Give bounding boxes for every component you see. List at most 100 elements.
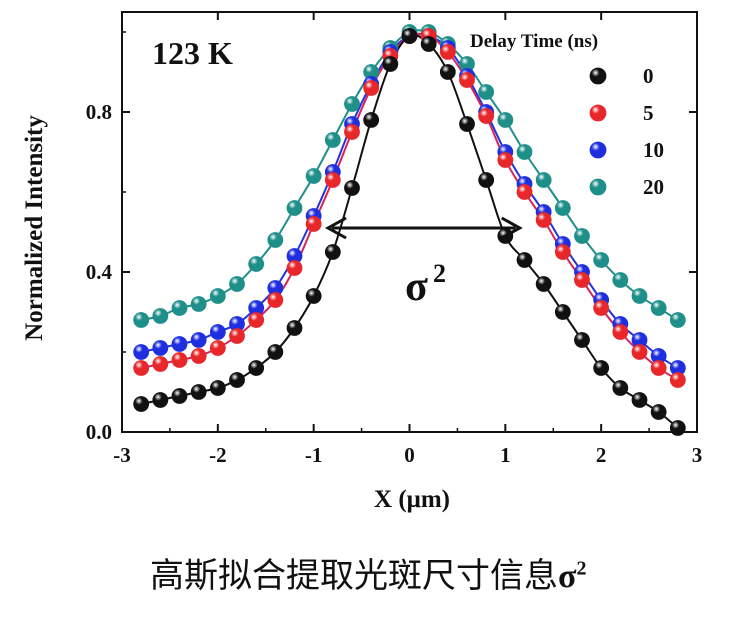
data-point-5 — [344, 124, 360, 140]
sigma-symbol: σ — [405, 264, 428, 310]
data-point-20 — [574, 228, 590, 244]
axes: -3 -2 -1 0 1 2 3 0.0 0.4 0.8 — [86, 12, 702, 467]
data-point-5 — [229, 328, 245, 344]
x-tick-label: 1 — [500, 443, 511, 467]
data-point-20 — [305, 168, 322, 184]
data-point-20 — [631, 288, 648, 304]
data-points — [133, 24, 686, 436]
data-point-20 — [593, 252, 610, 268]
data-point-5 — [574, 272, 590, 288]
data-point-0 — [459, 116, 475, 132]
data-point-5 — [593, 300, 610, 316]
data-point-20 — [190, 296, 207, 312]
data-point-20 — [152, 308, 169, 324]
data-point-5 — [305, 216, 322, 232]
data-point-0 — [554, 304, 571, 320]
data-point-20 — [497, 112, 514, 128]
data-point-5 — [516, 184, 533, 200]
data-point-5 — [650, 360, 667, 376]
legend-marker-20 — [589, 178, 607, 196]
data-point-20 — [267, 232, 284, 248]
data-point-20 — [324, 132, 341, 148]
data-point-5 — [286, 260, 303, 276]
caption: 高斯拟合提取光斑尺寸信息σ2 — [150, 548, 587, 597]
data-point-20 — [171, 300, 188, 316]
data-point-5 — [631, 344, 648, 360]
data-point-5 — [324, 172, 341, 188]
legend: Delay Time (ns) 0 5 10 20 — [470, 31, 664, 199]
data-point-20 — [612, 272, 629, 288]
data-point-5 — [248, 312, 265, 328]
data-point-10 — [133, 344, 150, 360]
data-point-0 — [229, 372, 245, 388]
caption-superscript: 2 — [576, 557, 587, 580]
data-point-0 — [535, 276, 552, 292]
data-point-5 — [190, 348, 207, 364]
data-point-0 — [439, 64, 456, 80]
data-point-20 — [229, 276, 245, 292]
y-axis-title: Normalized Intensity — [21, 115, 48, 341]
plot-area — [121, 11, 698, 433]
data-point-10 — [171, 336, 188, 352]
legend-label-20: 20 — [643, 175, 664, 199]
y-tick-label: 0.0 — [86, 420, 112, 444]
data-point-0 — [209, 380, 226, 396]
data-point-5 — [267, 292, 284, 308]
temperature-label: 123 K — [152, 35, 233, 71]
legend-marker-5 — [589, 104, 607, 122]
data-point-0 — [133, 396, 150, 412]
caption-symbol: σ — [558, 558, 577, 595]
legend-marker-10 — [589, 141, 607, 159]
plot-frame — [121, 11, 698, 433]
data-point-0 — [669, 420, 686, 436]
legend-label-0: 0 — [643, 64, 654, 88]
data-point-20 — [535, 172, 552, 188]
data-point-20 — [209, 288, 226, 304]
data-point-10 — [190, 332, 207, 348]
data-point-0 — [171, 388, 188, 404]
data-point-0 — [344, 180, 360, 196]
y-tick-label: 0.4 — [86, 260, 113, 284]
data-point-0 — [574, 332, 590, 348]
data-point-5 — [209, 340, 226, 356]
x-tick-label: 2 — [596, 443, 607, 467]
data-point-20 — [248, 256, 265, 272]
data-point-5 — [478, 108, 495, 124]
x-tick-label: 0 — [404, 443, 415, 467]
data-point-20 — [133, 312, 150, 328]
caption-text: 高斯拟合提取光斑尺寸信息 — [150, 556, 558, 596]
data-point-0 — [324, 244, 341, 260]
data-point-20 — [286, 200, 303, 216]
data-point-0 — [612, 380, 629, 396]
data-point-0 — [363, 112, 380, 128]
x-axis-title: X (μm) — [374, 486, 450, 513]
x-tick-label: -2 — [209, 443, 227, 467]
data-point-0 — [305, 288, 322, 304]
data-point-0 — [248, 360, 265, 376]
data-point-0 — [631, 392, 648, 408]
data-point-0 — [267, 344, 284, 360]
chart: -3 -2 -1 0 1 2 3 0.0 0.4 0.8 123 K Delay Time (ns… — [21, 11, 702, 513]
data-point-0 — [516, 252, 533, 268]
data-point-5 — [133, 360, 150, 376]
legend-label-10: 10 — [643, 138, 664, 162]
data-point-0 — [593, 360, 610, 376]
data-point-5 — [171, 352, 188, 368]
data-point-20 — [669, 312, 686, 328]
y-tick-label: 0.8 — [86, 100, 112, 124]
data-point-5 — [152, 356, 169, 372]
legend-marker-0 — [589, 67, 607, 85]
data-point-5 — [459, 72, 475, 88]
data-point-20 — [650, 300, 667, 316]
data-point-20 — [516, 144, 533, 160]
data-point-0 — [286, 320, 303, 336]
data-point-5 — [612, 324, 629, 340]
data-point-5 — [535, 212, 552, 228]
data-point-20 — [478, 84, 495, 100]
legend-title: Delay Time (ns) — [470, 31, 598, 52]
data-point-20 — [554, 200, 571, 216]
sigma-superscript: 2 — [433, 259, 446, 288]
data-point-5 — [439, 44, 456, 60]
data-point-0 — [190, 384, 207, 400]
sigma-arrow-head-right — [500, 216, 523, 240]
